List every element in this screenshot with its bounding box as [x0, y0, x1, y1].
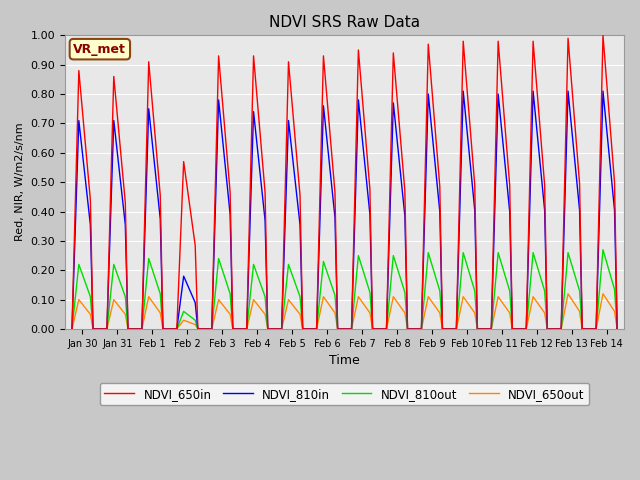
NDVI_650in [506, 182, 513, 188]
NDVI_810in [460, 88, 467, 94]
NDVI_810in [103, 326, 111, 332]
NDVI_810out [506, 288, 513, 294]
NDVI_810out [229, 326, 237, 332]
Legend: NDVI_650in, NDVI_810in, NDVI_810out, NDVI_650out: NDVI_650in, NDVI_810in, NDVI_810out, NDV… [100, 383, 589, 405]
NDVI_810in [613, 326, 621, 332]
Text: VR_met: VR_met [74, 43, 126, 56]
NDVI_810out [599, 247, 607, 252]
NDVI_810out [68, 326, 76, 332]
NDVI_650in [613, 326, 621, 332]
NDVI_650in [103, 326, 111, 332]
X-axis label: Time: Time [329, 354, 360, 367]
NDVI_650out [194, 326, 202, 332]
Line: NDVI_650in: NDVI_650in [72, 36, 617, 329]
NDVI_810out [613, 326, 621, 332]
Title: NDVI SRS Raw Data: NDVI SRS Raw Data [269, 15, 420, 30]
NDVI_810in [68, 326, 76, 332]
NDVI_810out [103, 326, 111, 332]
NDVI_650in [579, 326, 586, 332]
Line: NDVI_810in: NDVI_810in [72, 91, 617, 329]
NDVI_810in [229, 326, 237, 332]
NDVI_810in [194, 326, 202, 332]
NDVI_650out [506, 310, 513, 316]
NDVI_650in [599, 33, 607, 38]
NDVI_810out [194, 326, 202, 332]
NDVI_650out [592, 326, 600, 332]
NDVI_650in [229, 326, 237, 332]
NDVI_650out [103, 326, 111, 332]
NDVI_650out [68, 326, 76, 332]
NDVI_650out [229, 326, 237, 332]
NDVI_810in [509, 326, 516, 332]
NDVI_810out [579, 326, 586, 332]
Y-axis label: Red, NIR, W/m2/s/nm: Red, NIR, W/m2/s/nm [15, 123, 25, 241]
NDVI_810in [592, 326, 600, 332]
Line: NDVI_810out: NDVI_810out [72, 250, 617, 329]
NDVI_650in [68, 326, 76, 332]
NDVI_650in [299, 326, 307, 332]
NDVI_810out [299, 326, 307, 332]
NDVI_650out [613, 326, 621, 332]
NDVI_650in [194, 326, 202, 332]
NDVI_810in [299, 326, 307, 332]
Line: NDVI_650out: NDVI_650out [72, 294, 617, 329]
NDVI_650out [564, 291, 572, 297]
NDVI_650out [299, 326, 307, 332]
